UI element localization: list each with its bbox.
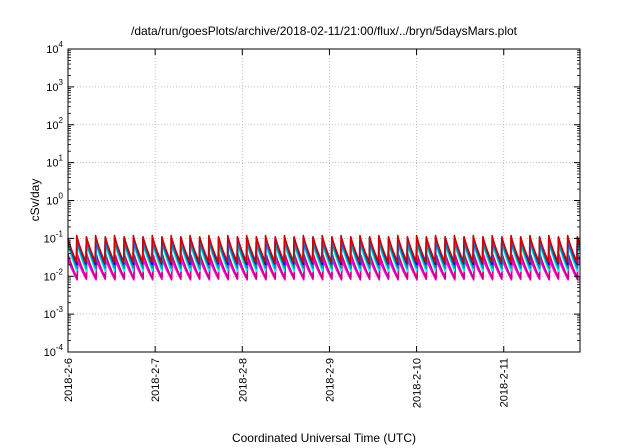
y-tick-exponent: -4 <box>56 343 64 352</box>
y-tick-base: 10 <box>44 309 56 321</box>
y-tick-exponent: 2 <box>59 116 64 125</box>
chart-title: /data/run/goesPlots/archive/2018-02-11/2… <box>131 24 518 38</box>
y-tick-label: 103 <box>46 78 63 94</box>
y-tick-label: 104 <box>46 40 63 56</box>
x-tick-label: 2018-2-7 <box>150 358 162 402</box>
x-tick-label: 2018-2-9 <box>324 358 336 402</box>
y-tick-base: 10 <box>44 271 56 283</box>
y-tick-exponent: -1 <box>56 229 64 238</box>
y-tick-base: 10 <box>44 347 56 359</box>
series-line <box>67 253 581 280</box>
x-tick-label: 2018-2-11 <box>499 358 511 407</box>
series-line <box>67 258 581 281</box>
y-tick-exponent: 4 <box>59 40 64 49</box>
y-tick-exponent: 1 <box>59 154 64 163</box>
y-tick-label: 10-4 <box>44 343 64 359</box>
y-tick-label: 10-1 <box>44 229 64 245</box>
y-tick-exponent: -2 <box>56 267 64 276</box>
y-tick-label: 100 <box>46 192 63 208</box>
y-tick-base: 10 <box>46 82 58 94</box>
y-tick-label: 10-2 <box>44 267 64 283</box>
grid <box>68 49 580 352</box>
x-tick-label: 2018-2-10 <box>412 358 424 408</box>
y-tick-label: 10-3 <box>44 305 64 321</box>
y-tick-base: 10 <box>46 158 58 170</box>
x-ticks: 2018-2-6 2018-2-7 2018-2-8 2018-2-9 2018-2-1… <box>63 49 511 408</box>
y-axis-label: cSv/day <box>28 179 42 222</box>
y-tick-base: 10 <box>46 120 58 132</box>
y-tick-label: 102 <box>46 116 63 132</box>
x-tick-label: 2018-2-6 <box>63 358 75 402</box>
y-tick-exponent: 3 <box>59 78 64 87</box>
x-tick-label: 2018-2-8 <box>237 358 249 402</box>
y-tick-base: 10 <box>46 44 58 56</box>
y-tick-exponent: 0 <box>59 192 64 201</box>
series-group <box>67 234 581 281</box>
y-tick-base: 10 <box>44 233 56 245</box>
series-line <box>67 234 581 264</box>
y-tick-label: 101 <box>46 154 63 170</box>
x-axis-label: Coordinated Universal Time (UTC) <box>232 431 416 445</box>
y-tick-base: 10 <box>46 196 58 208</box>
y-tick-exponent: -3 <box>56 305 64 314</box>
